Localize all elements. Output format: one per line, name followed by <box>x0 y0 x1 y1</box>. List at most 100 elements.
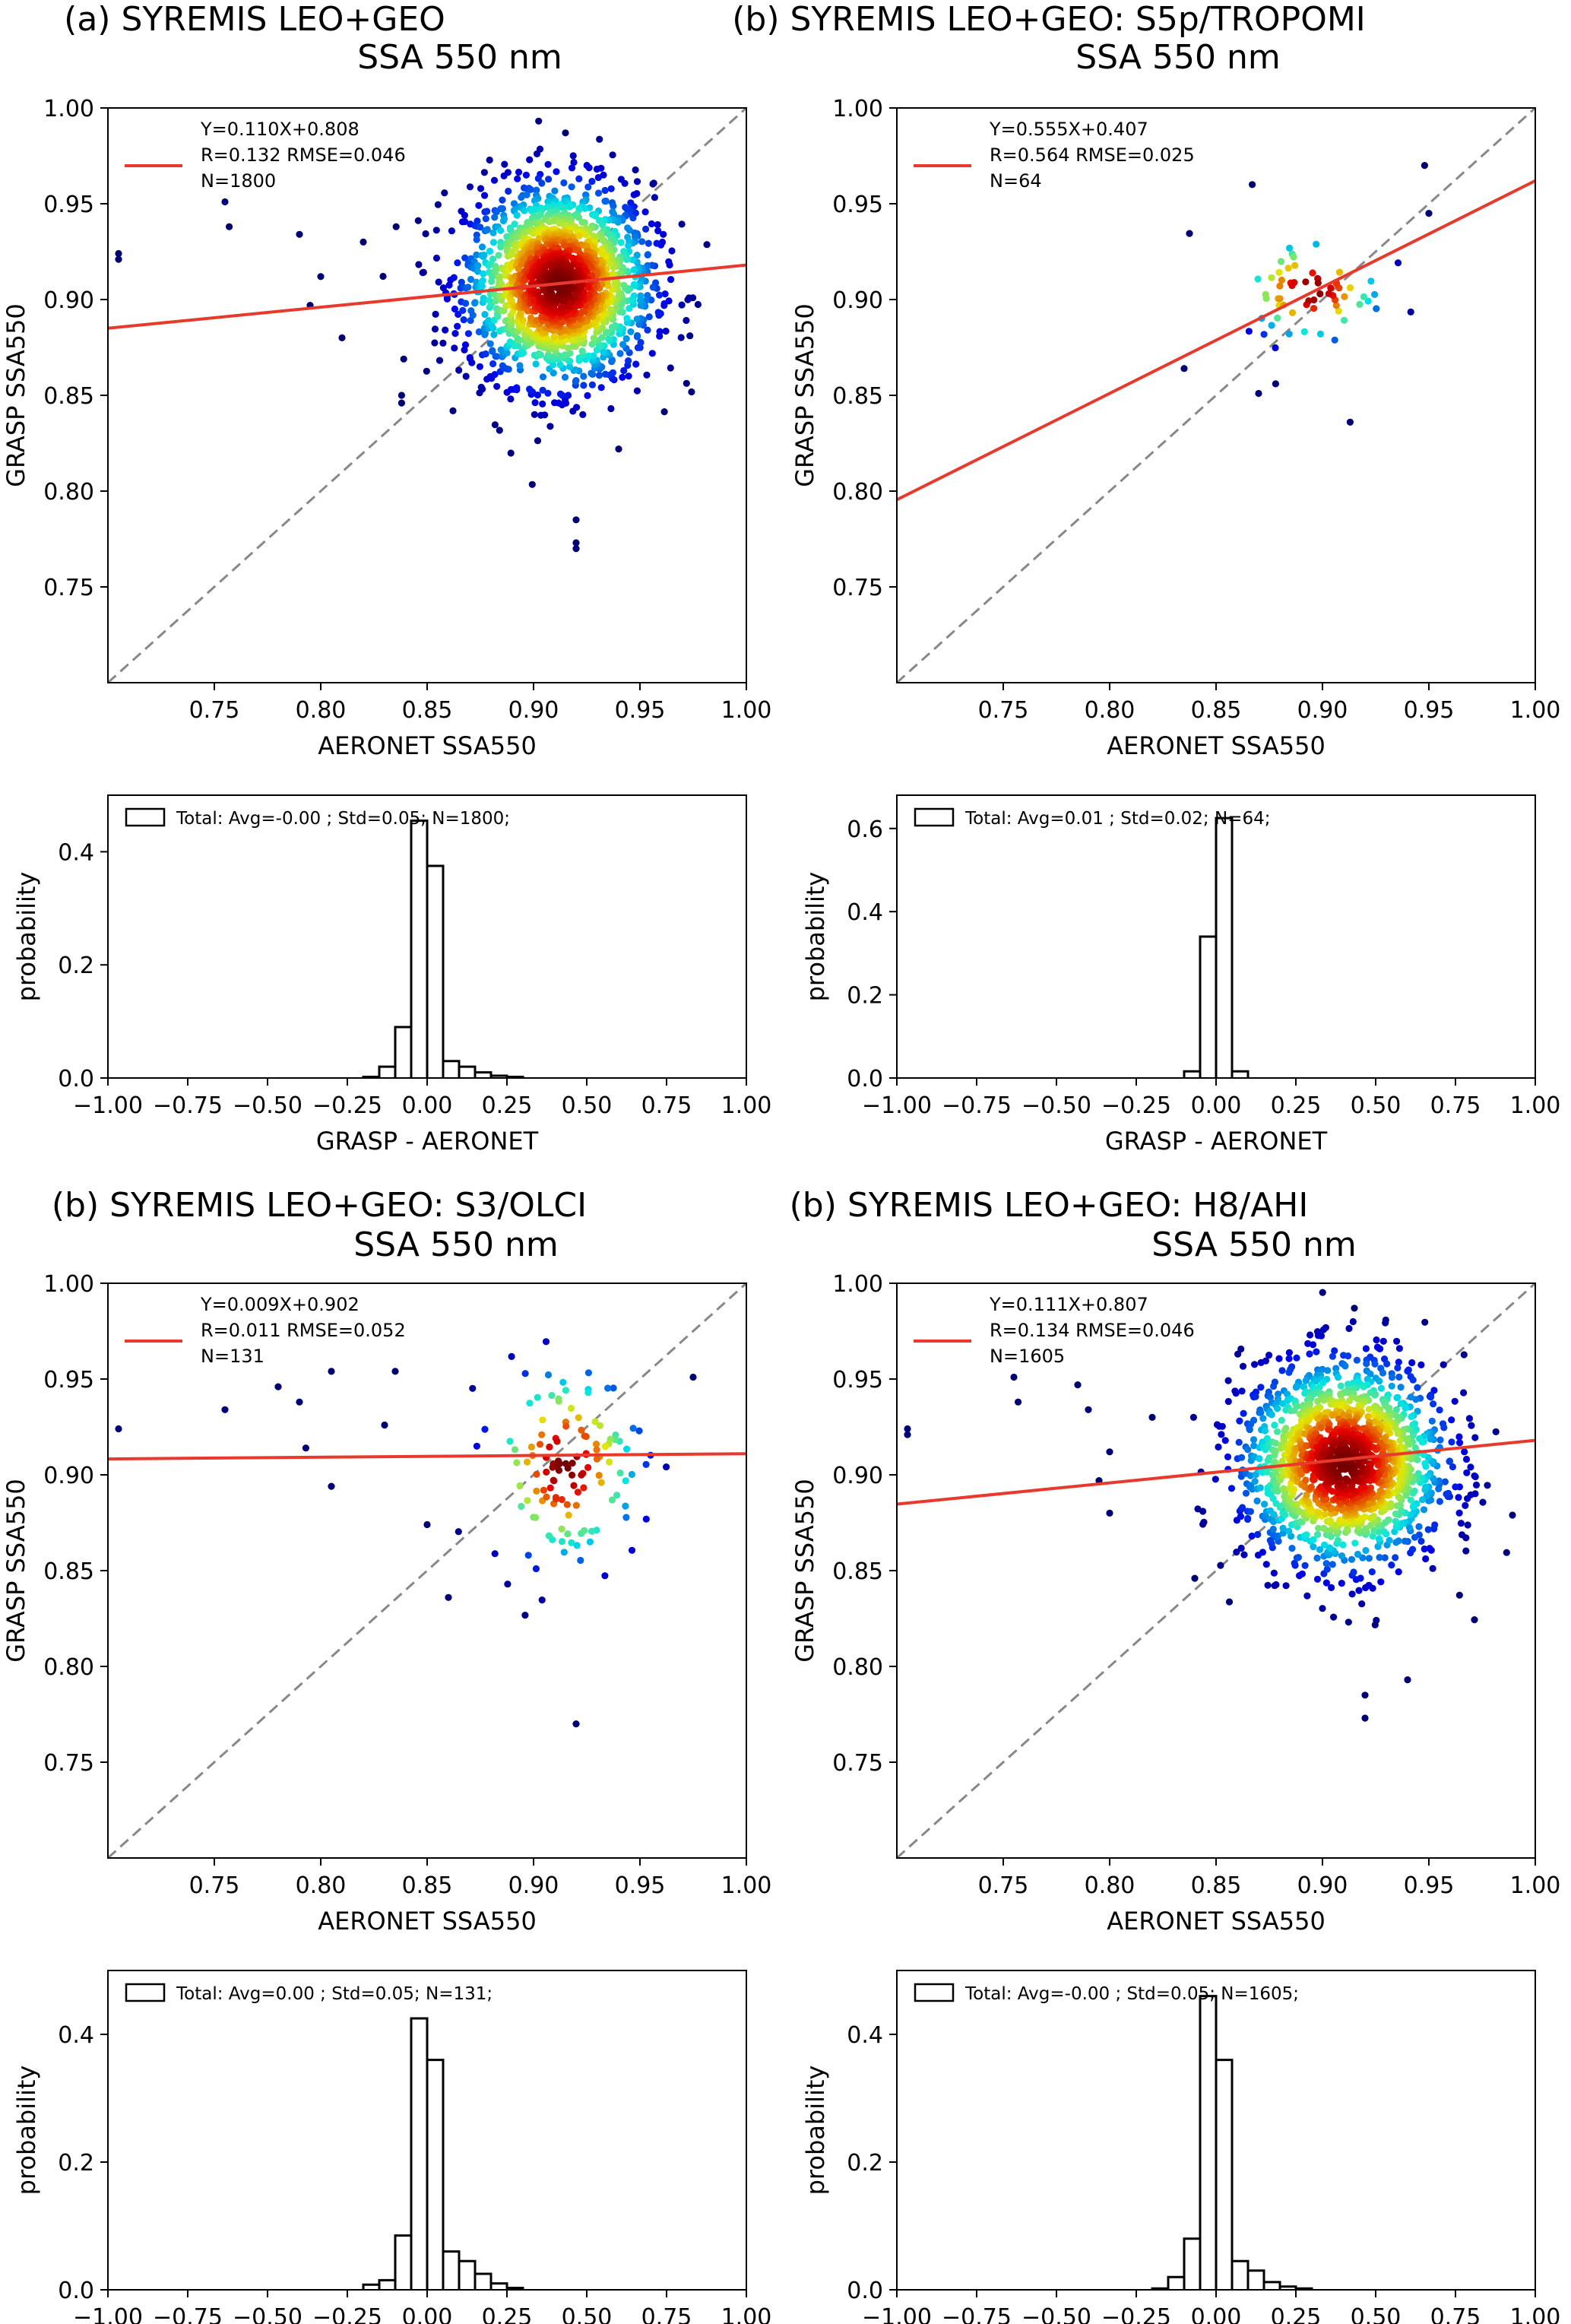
data-point <box>545 1532 553 1539</box>
data-point <box>539 400 546 408</box>
data-point <box>1426 1545 1433 1552</box>
data-point <box>577 309 584 317</box>
data-point <box>1392 1517 1399 1525</box>
data-point <box>593 1455 601 1463</box>
data-point <box>461 254 469 262</box>
data-point <box>1345 1381 1352 1388</box>
data-point <box>1106 1509 1113 1517</box>
data-point <box>546 423 554 430</box>
data-point <box>1408 1412 1415 1421</box>
hist-legend-entry: Total: Avg=-0.00 ; Std=0.05; N=1605; <box>964 1984 1299 2004</box>
data-point <box>464 284 472 291</box>
data-point <box>1382 1319 1389 1327</box>
hist-y-axis-label: probability <box>801 2066 830 2196</box>
data-point <box>581 302 589 309</box>
data-point <box>623 1445 631 1453</box>
data-point <box>633 387 641 395</box>
data-point <box>431 339 439 347</box>
data-point <box>1395 1359 1402 1366</box>
legend-entry: N=64 <box>990 170 1042 192</box>
data-point <box>573 404 581 411</box>
data-point <box>1472 1481 1481 1489</box>
data-point <box>473 1442 481 1450</box>
data-point <box>1281 1511 1289 1519</box>
data-point <box>415 261 423 268</box>
data-point <box>221 198 229 206</box>
data-point <box>1358 1600 1366 1608</box>
data-point <box>1239 1504 1246 1511</box>
data-point <box>1430 1400 1437 1408</box>
histogram: −1.00 −0.75 −0.50 −0.25 0.00 0.25 0.50 0.75 1.00… <box>801 794 1560 1156</box>
data-point <box>1237 1544 1245 1552</box>
data-point <box>1315 1524 1322 1532</box>
data-point <box>1455 1433 1463 1441</box>
data-point <box>1252 1393 1259 1400</box>
x-axis-label: AERONET SSA550 <box>1107 731 1326 760</box>
data-point <box>1281 1427 1288 1435</box>
data-point <box>423 1520 431 1529</box>
data-point <box>533 1487 540 1495</box>
data-point <box>1262 1357 1269 1365</box>
hist-x-tick-label: −1.00 <box>73 2304 143 2324</box>
x-axis-label: AERONET SSA550 <box>1107 1907 1326 1936</box>
data-point <box>562 1460 570 1467</box>
hist-legend-entry: Total: Avg=0.01 ; Std=0.02; N=64; <box>964 809 1270 829</box>
hist-x-tick-label: 0.25 <box>1271 1092 1322 1119</box>
data-point <box>1341 1362 1349 1370</box>
histogram-bar <box>459 2261 475 2290</box>
data-point <box>1440 1361 1447 1368</box>
data-point <box>581 204 589 212</box>
data-point <box>637 302 645 309</box>
hist-x-tick-label: −0.25 <box>1101 1092 1171 1119</box>
data-point <box>1417 1537 1425 1545</box>
data-point <box>1356 300 1364 308</box>
data-point <box>1384 1516 1392 1523</box>
x-tick-label: 0.90 <box>508 697 559 724</box>
data-point <box>482 215 489 223</box>
data-point <box>477 224 484 231</box>
data-point <box>1239 1362 1247 1370</box>
y-tick-label: 1.00 <box>43 1271 94 1298</box>
data-point <box>1373 305 1380 312</box>
data-point <box>1215 1443 1222 1451</box>
data-point <box>1351 1305 1358 1312</box>
y-axis-label: GRASP SSA550 <box>2 1479 30 1663</box>
data-point <box>1272 1447 1279 1455</box>
data-point <box>533 186 540 194</box>
histogram-outline <box>1151 1995 1313 2290</box>
data-point <box>1272 380 1279 388</box>
data-point <box>540 1486 548 1494</box>
data-point <box>1316 330 1324 338</box>
hist-x-tick-label: 0.75 <box>641 2304 692 2324</box>
data-point <box>1348 1555 1356 1563</box>
data-point <box>1370 1512 1377 1520</box>
hist-x-tick-label: −0.75 <box>942 2304 1012 2324</box>
data-point <box>473 236 480 243</box>
data-point <box>480 251 488 259</box>
data-point <box>904 1425 911 1433</box>
hist-x-tick-label: 1.00 <box>1510 2304 1561 2324</box>
data-point <box>531 411 538 418</box>
hist-legend-swatch <box>914 807 955 827</box>
data-point <box>507 395 515 403</box>
data-point <box>1313 240 1320 248</box>
data-point <box>1310 1543 1317 1551</box>
histogram-bar <box>1168 2277 1184 2290</box>
data-point <box>497 243 505 251</box>
data-point <box>1335 307 1342 315</box>
data-point <box>1329 1561 1336 1568</box>
hist-x-tick-label: 0.00 <box>1191 2304 1242 2324</box>
data-point <box>1460 1351 1468 1359</box>
data-point <box>1373 1616 1380 1624</box>
data-point <box>500 172 508 179</box>
data-point <box>1303 1419 1311 1426</box>
data-point <box>483 227 491 234</box>
data-point <box>1291 1559 1298 1567</box>
y-axis-label: GRASP SSA550 <box>790 1479 819 1663</box>
data-point <box>505 366 512 373</box>
data-point <box>1276 282 1284 290</box>
y-tick-label: 0.80 <box>832 479 883 506</box>
data-point <box>608 1496 616 1504</box>
data-point <box>1346 418 1354 426</box>
x-tick-label: 0.90 <box>508 1872 559 1899</box>
